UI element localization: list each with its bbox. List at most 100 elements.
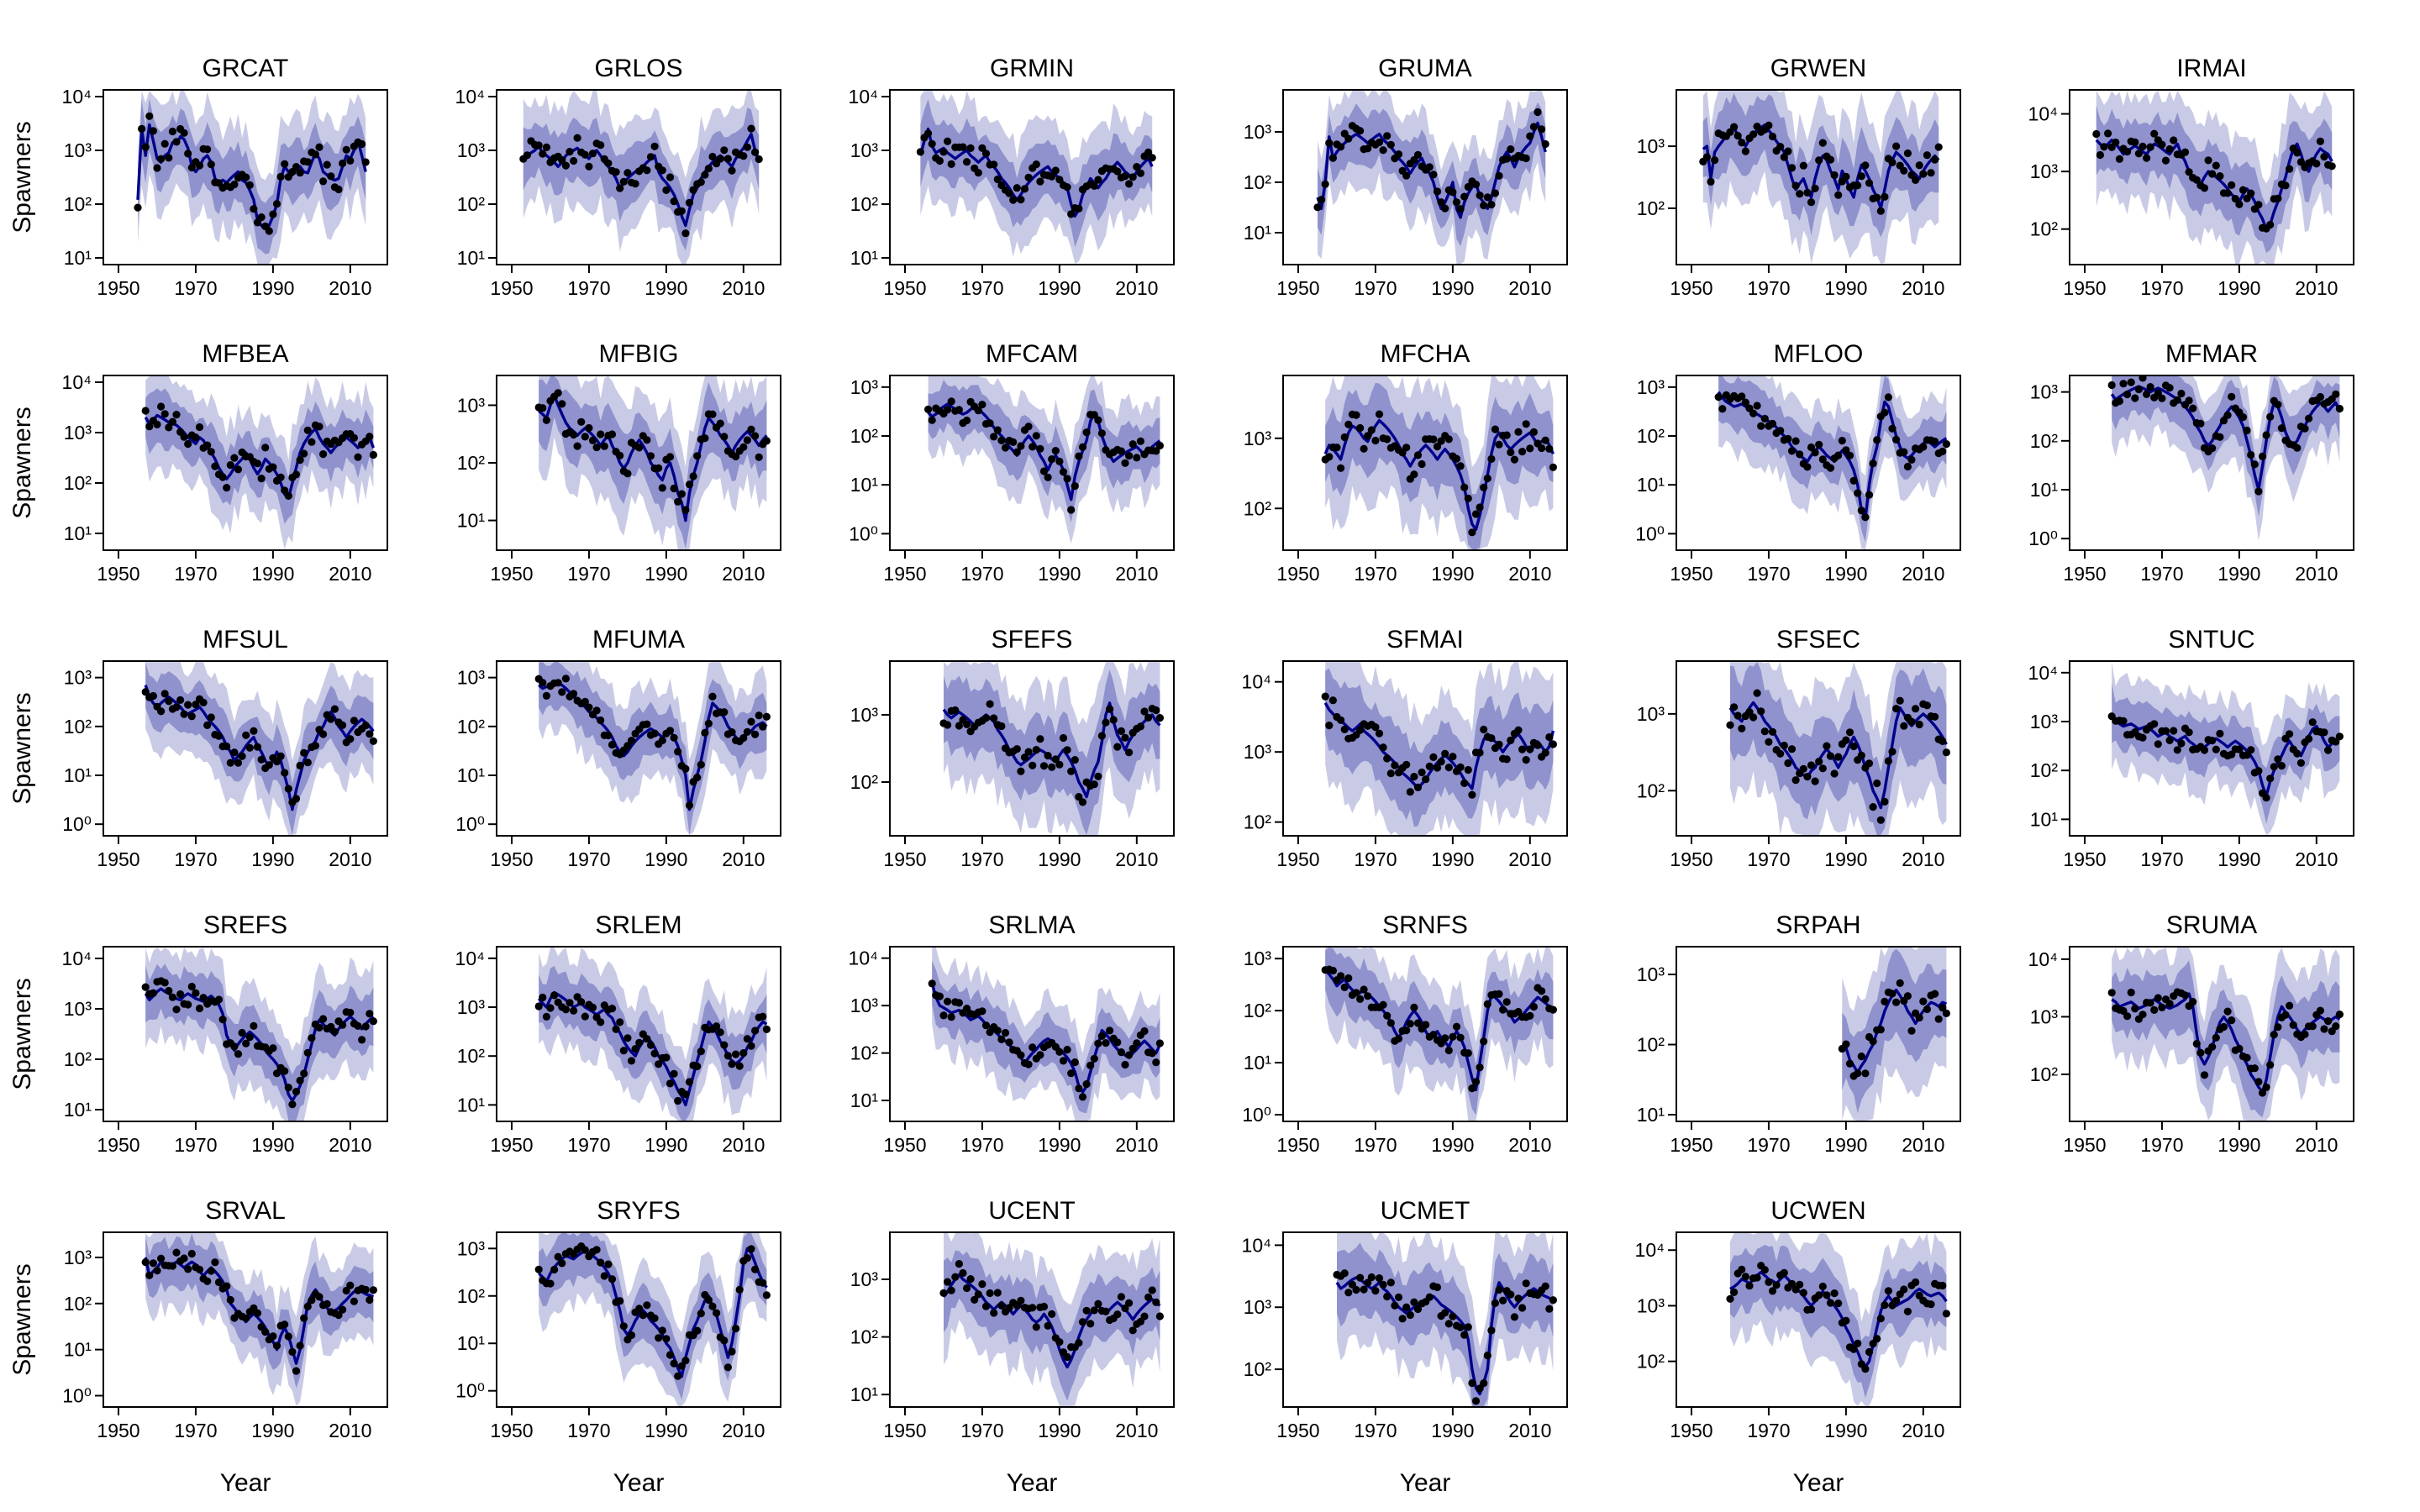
data-point — [1491, 189, 1499, 197]
data-point — [234, 465, 243, 474]
data-point — [242, 1314, 250, 1322]
y-tick-label: 10¹ — [457, 1332, 486, 1354]
data-point — [2243, 1053, 2251, 1062]
data-point — [550, 1265, 559, 1274]
data-point — [1507, 1290, 1515, 1299]
data-point — [728, 166, 736, 175]
x-tick-label: 2010 — [1902, 1134, 1944, 1156]
data-point — [203, 1277, 212, 1285]
data-point — [1476, 1063, 1484, 1072]
data-point — [1117, 1293, 1125, 1301]
data-point — [534, 1002, 543, 1011]
data-point — [1078, 798, 1087, 806]
data-point — [1371, 723, 1380, 732]
plot-frame — [496, 89, 781, 265]
data-point — [1776, 427, 1785, 435]
data-point — [627, 737, 636, 745]
data-point — [2324, 1017, 2333, 1026]
data-point — [1854, 1069, 1862, 1078]
y-tick-label: 10² — [457, 1285, 486, 1307]
data-point — [1903, 462, 1912, 471]
data-point — [199, 698, 208, 707]
data-point — [1776, 143, 1785, 151]
data-point — [600, 442, 608, 450]
plot-frame — [103, 946, 388, 1122]
data-point — [570, 156, 578, 165]
data-point — [1340, 433, 1349, 442]
x-tick-label: 1970 — [960, 1134, 1003, 1156]
data-point — [203, 145, 212, 154]
data-point — [1075, 793, 1083, 801]
data-point — [650, 1314, 659, 1322]
data-point — [1541, 748, 1549, 757]
panel-title: SRPAH — [1776, 911, 1860, 939]
data-point — [608, 741, 617, 749]
y-tick-label: 10³ — [457, 996, 486, 1018]
data-point — [180, 710, 188, 718]
data-point — [747, 124, 755, 133]
data-point — [1020, 185, 1029, 193]
y-tick-label: 10³ — [850, 995, 879, 1016]
y-tick-label: 10² — [64, 193, 92, 215]
data-point — [1538, 987, 1546, 995]
data-point — [2115, 396, 2123, 406]
data-point — [755, 453, 763, 461]
data-point — [1541, 139, 1549, 149]
data-point — [993, 175, 1002, 184]
plot-area — [1838, 948, 1950, 1121]
data-point — [759, 722, 767, 731]
y-tick-label: 10² — [457, 193, 486, 215]
data-point — [1452, 198, 1461, 207]
data-point — [1796, 190, 1804, 198]
data-point — [1013, 745, 1021, 753]
data-point — [168, 127, 176, 136]
y-tick-label: 10¹ — [457, 510, 486, 532]
plot-area — [519, 91, 763, 264]
data-point — [674, 1372, 682, 1380]
y-tick-label: 10⁴ — [2028, 948, 2058, 970]
data-point — [1495, 1285, 1503, 1294]
data-point — [592, 706, 601, 715]
data-point — [592, 1246, 601, 1254]
data-point — [2286, 165, 2294, 173]
plot-area — [2107, 948, 2344, 1121]
data-point — [619, 1047, 628, 1055]
data-point — [1117, 727, 1125, 736]
data-point — [234, 1050, 243, 1058]
data-point — [751, 148, 760, 156]
data-point — [646, 153, 655, 161]
x-tick-label: 1970 — [567, 1134, 610, 1156]
data-point — [1900, 166, 1908, 175]
data-point — [160, 410, 169, 418]
data-point — [693, 1062, 702, 1071]
data-point — [1128, 1044, 1137, 1053]
data-point — [990, 160, 998, 169]
data-point — [1733, 711, 1742, 720]
data-point — [604, 1260, 613, 1268]
data-point — [1441, 749, 1449, 758]
data-point — [523, 151, 532, 160]
data-point — [1055, 1047, 1064, 1056]
data-point — [1340, 983, 1349, 991]
data-point — [1931, 990, 1939, 998]
data-point — [1437, 758, 1445, 766]
data-point — [2208, 737, 2217, 745]
data-point — [597, 1258, 605, 1267]
data-point — [570, 430, 578, 439]
data-point — [704, 165, 713, 173]
data-point — [1383, 754, 1392, 763]
x-tick-label: 1970 — [2140, 563, 2183, 585]
data-point — [281, 1320, 289, 1329]
data-point — [2146, 143, 2154, 151]
data-point — [1857, 751, 1865, 760]
data-point — [281, 769, 289, 777]
plot-frame — [1282, 375, 1568, 551]
data-point — [253, 1309, 262, 1317]
data-point — [1912, 1278, 1920, 1287]
panel-title: GRWEN — [1770, 55, 1866, 82]
data-point — [542, 691, 551, 701]
y-axis-label: Spawners — [8, 121, 36, 233]
